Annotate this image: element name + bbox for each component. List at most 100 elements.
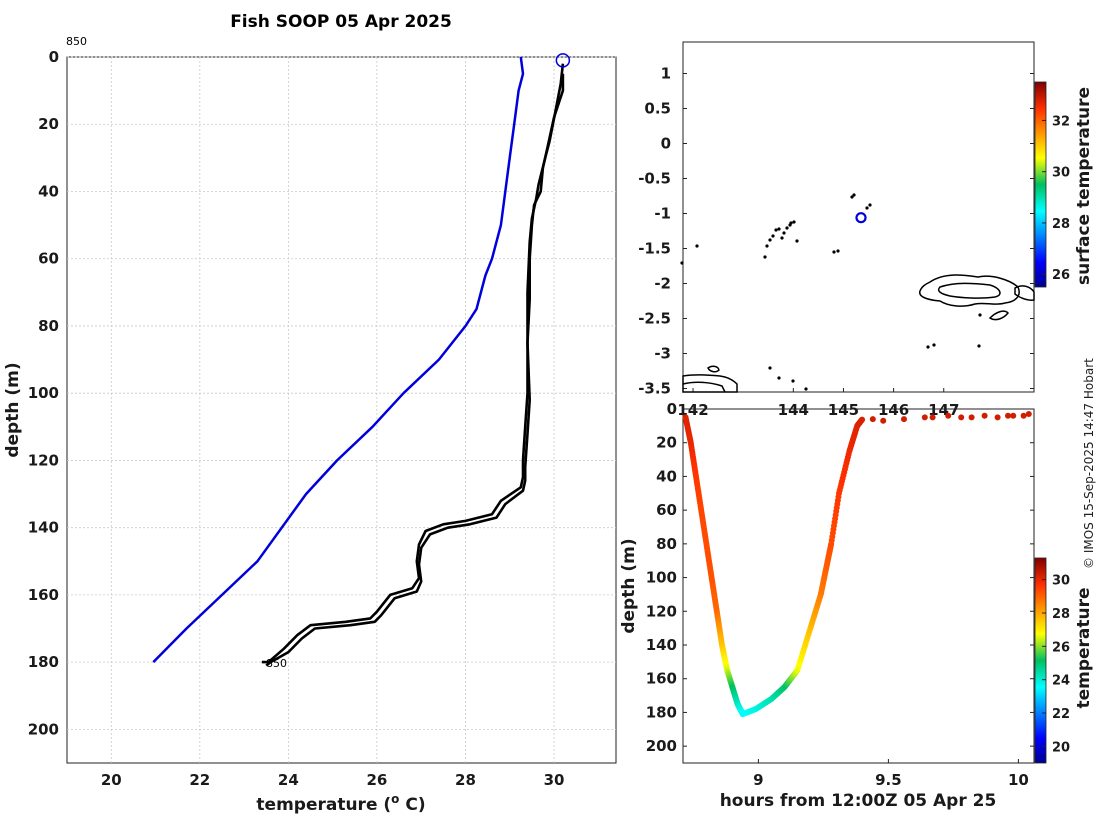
island-dot [804, 387, 808, 391]
map-x-tick-label: 146 [878, 401, 909, 419]
map-y-tick-label: 1 [661, 65, 671, 83]
time-depth-plot: 0 20 40 60 80 100 120 140 160 180 200 9 9.5 10 hours … [619, 400, 1035, 811]
island-dot [977, 344, 981, 348]
profile-x-tick-label: 26 [366, 771, 387, 789]
time-depth-y-tick-label: 20 [656, 434, 677, 452]
measured-profile-line [265, 73, 565, 667]
profile-x-axis-label: temperature (o C) [256, 792, 425, 815]
profile-y-tick-label: 20 [38, 115, 59, 133]
island-small-2 [707, 365, 720, 373]
surface-sample-point [929, 414, 936, 421]
surface-temperature-colorbar-tick-label: 28 [1052, 217, 1070, 232]
island-dot [832, 250, 836, 254]
time-depth-x-axis-label: hours from 12:00Z 05 Apr 25 [720, 791, 997, 811]
time-depth-y-tick-label: 140 [646, 636, 677, 654]
surface-sample-point [945, 412, 952, 419]
profile-lines [152, 53, 571, 667]
time-depth-y-tick-label: 180 [646, 703, 677, 721]
coast-southwest-inner [682, 381, 726, 393]
map-y-tick-label: -2 [654, 275, 671, 293]
island-dot [978, 313, 982, 317]
time-depth-y-tick-label: 80 [656, 535, 677, 553]
surface-temperature-colorbar-ticks: 26 28 30 32 [1042, 114, 1070, 283]
temperature-colorbar-ticks: 20 22 24 26 28 30 [1042, 574, 1070, 755]
profile-y-tick-label: 140 [28, 519, 59, 537]
time-depth-plot-frame [682, 408, 1035, 764]
temperature-colorbar-label: temperature [1074, 587, 1094, 708]
island-dot [782, 231, 786, 235]
surface-sample-point [921, 414, 928, 421]
profile-y-tick-label: 100 [28, 384, 59, 402]
profile-y-tick-label: 120 [28, 451, 59, 469]
surface-temperature-colorbar: 26 28 30 32 surface temperature [1034, 81, 1094, 288]
island-dot [852, 193, 856, 197]
profile-y-tick-label: 40 [38, 182, 59, 200]
profile-x-tick-label: 24 [278, 771, 299, 789]
surface-sample-point [1010, 412, 1017, 419]
temperature-sample-point [859, 416, 866, 423]
surface-sample-point [981, 412, 988, 419]
island-dot [795, 239, 799, 243]
island-dot [932, 343, 936, 347]
island-dot [768, 238, 772, 242]
temperature-colorbar-tick-label: 20 [1052, 740, 1070, 755]
island-small-1 [988, 310, 1010, 321]
surface-sample-point [1025, 411, 1032, 418]
copyright-credit: © IMOS 15-Sep-2025 14:47 Hobart [1082, 358, 1096, 569]
map-islands [680, 193, 982, 391]
profile-x-tick-label: 22 [189, 771, 210, 789]
island-dot [768, 366, 772, 370]
map-y-tick-label: -0.5 [638, 170, 671, 188]
coast-southwest [682, 374, 738, 393]
map-plot: 1 0.5 0 -0.5 -1 -1.5 -2 -2.5 -3 -3.5 142 144 145 146 1… [638, 41, 1035, 419]
temperature-colorbar-tick-label: 24 [1052, 674, 1070, 689]
time-depth-y-tick-label: 60 [656, 501, 677, 519]
temperature-colorbar: 20 22 24 26 28 30 temperature [1034, 557, 1094, 764]
map-position-marker [855, 212, 867, 224]
map-x-tick-label: 147 [928, 401, 959, 419]
surface-sample-point [880, 417, 887, 424]
map-y-tick-label: 0.5 [644, 100, 671, 118]
surface-sample-point [901, 416, 907, 423]
profile-y-tick-label: 160 [28, 586, 59, 604]
profile-plot-frame [66, 56, 617, 764]
time-depth-points [682, 411, 1032, 718]
profile-y-tick-label: 180 [28, 653, 59, 671]
time-depth-y-tick-label: 40 [656, 467, 677, 485]
island-dot [680, 261, 684, 265]
island-outline-east [1014, 285, 1035, 301]
surface-sample-point [968, 414, 975, 421]
island-dot [791, 379, 795, 383]
surface-temperature-colorbar-label: surface temperature [1074, 87, 1094, 285]
island-dot [785, 226, 789, 230]
profile-y-tick-label: 80 [38, 317, 59, 335]
surface-temperature-colorbar-tick-label: 26 [1052, 268, 1070, 283]
island-dot [850, 195, 854, 199]
time-depth-ticks: 0 20 40 60 80 100 120 140 160 180 200 9 9.5 10 [646, 400, 1034, 789]
island-outline-inner [937, 282, 1001, 299]
profile-y-tick-label: 200 [28, 720, 59, 738]
island-dot [792, 220, 796, 224]
map-y-tick-label: 0 [661, 135, 671, 153]
island-dot [836, 249, 840, 253]
map-y-tick-label: -3.5 [638, 380, 671, 398]
surface-sample-point [994, 414, 1001, 421]
island-dot [780, 236, 784, 240]
map-ticks: 1 0.5 0 -0.5 -1 -1.5 -2 -2.5 -3 -3.5 142 144 145 146 1… [638, 65, 1034, 419]
time-depth-y-tick-label: 160 [646, 670, 677, 688]
temperature-colorbar-tick-label: 28 [1052, 607, 1070, 622]
surface-sample-point [869, 416, 876, 423]
island-dot [789, 221, 793, 225]
measured-profile-line [261, 63, 565, 664]
time-depth-y-tick-label: 200 [646, 737, 677, 755]
island-dot [774, 228, 778, 232]
time-depth-y-tick-label: 100 [646, 569, 677, 587]
surface-sample-point [1020, 412, 1027, 419]
map-y-tick-label: -1 [654, 205, 671, 223]
profile-end-label: 850 [266, 657, 287, 670]
temperature-colorbar-tick-label: 26 [1052, 640, 1070, 655]
surface-sample-point [958, 414, 965, 421]
island-dot [865, 206, 869, 210]
surface-temperature-colorbar-tick-label: 30 [1052, 166, 1070, 181]
profile-x-tick-label: 20 [101, 771, 122, 789]
